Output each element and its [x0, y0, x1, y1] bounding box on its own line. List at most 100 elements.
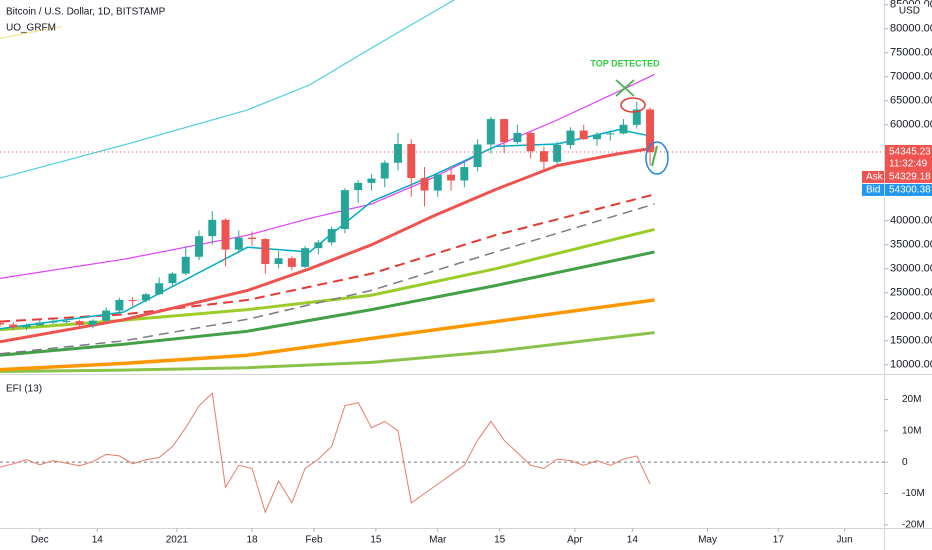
moving-average — [0, 25, 62, 39]
candle-body — [500, 119, 509, 143]
drawings: TOP DETECTED — [590, 58, 669, 175]
candle-body — [367, 178, 376, 183]
x-tick-label: 14 — [627, 535, 639, 546]
efi-y-tick-label: 0 — [902, 457, 908, 468]
efi-title: EFI (13) — [6, 384, 42, 395]
bid-label: 54300.38 — [889, 185, 931, 196]
candle-body — [248, 237, 257, 240]
candle-body — [168, 273, 177, 284]
candle-body — [380, 162, 389, 179]
candle-body — [75, 321, 84, 325]
candle-body — [420, 178, 429, 191]
countdown-label: 11:32:49 — [889, 159, 928, 170]
moving-average — [0, 203, 655, 355]
moving-average — [0, 331, 655, 373]
candle-body — [354, 182, 363, 191]
last-price-label: 54345.23 — [889, 147, 931, 158]
candle-body — [195, 236, 203, 257]
x-tick-label: May — [698, 535, 717, 546]
price-pane — [0, 0, 884, 373]
candle-body — [314, 242, 323, 249]
x-tick-label: Dec — [31, 535, 49, 546]
candle-body — [526, 132, 535, 152]
x-tick-label: 15 — [494, 535, 506, 546]
axes: 85000.0080000.0075000.0070000.0065000.00… — [31, 0, 932, 546]
candle-body — [606, 133, 615, 135]
efi-y-tick-label: 20M — [902, 394, 921, 405]
blue-circle — [645, 141, 669, 175]
currency: USD — [899, 6, 920, 17]
y-tick-label: 75000.00 — [890, 47, 932, 59]
red-circle — [620, 97, 646, 113]
ask-label: 54329.18 — [889, 172, 931, 183]
y-tick-label: 65000.00 — [890, 95, 932, 107]
x-mark — [615, 79, 635, 97]
candle-body — [115, 300, 124, 311]
efi-line — [0, 392, 651, 514]
indicator-label: UO_GRFM — [6, 23, 56, 34]
candle-body — [49, 321, 58, 323]
y-tick-label: 10000.00 — [890, 359, 932, 371]
moving-average — [0, 146, 655, 344]
candle-body — [539, 151, 548, 162]
candle-body — [62, 321, 71, 323]
candle-body — [619, 124, 628, 134]
candle-body — [340, 190, 349, 229]
bid-tag — [862, 183, 884, 196]
y-tick-label: 60000.00 — [890, 119, 932, 131]
moving-average — [0, 128, 655, 330]
candle-body — [407, 144, 416, 179]
x-tick-label: Jun — [837, 535, 853, 546]
ask-box — [885, 170, 932, 183]
y-tick-label: 25000.00 — [890, 287, 932, 299]
candle-body — [327, 228, 336, 243]
candle-body — [486, 119, 495, 145]
currency-bg — [896, 4, 928, 18]
candle-body — [579, 130, 588, 140]
candle-body — [553, 144, 562, 162]
candle-body — [593, 134, 601, 140]
moving-average — [0, 227, 655, 332]
efi-pane — [0, 392, 884, 514]
y-tick-label: 20000.00 — [890, 311, 932, 323]
candle-body — [301, 248, 310, 267]
efi-y-tick-label: 10M — [902, 425, 921, 436]
candle-body — [181, 256, 190, 274]
candle-body — [221, 219, 230, 250]
y-tick-label: 30000.00 — [890, 263, 932, 275]
bid-tag-label: Bid — [866, 185, 880, 196]
efi-y-tick-label: -10M — [902, 488, 925, 499]
x-tick-label: Feb — [305, 535, 323, 546]
ask-tag-label: Ask — [866, 172, 884, 183]
moving-average — [0, 298, 655, 372]
candle-body — [208, 219, 217, 237]
candle-body — [141, 294, 150, 301]
candle-body — [261, 239, 270, 264]
efi-y-tick-label: -20M — [902, 520, 925, 531]
candle-body — [128, 300, 137, 301]
x-tick-label: 15 — [370, 535, 382, 546]
x-tick-label: Apr — [567, 535, 583, 546]
candle-body — [88, 320, 97, 325]
candle-body — [566, 130, 575, 145]
x-tick-label: 17 — [773, 535, 785, 546]
candle-body — [632, 109, 641, 125]
last-price-box — [885, 144, 932, 171]
candle-body — [394, 144, 402, 163]
x-tick-label: Mar — [429, 535, 447, 546]
candle-body — [433, 174, 442, 191]
candle-body — [234, 237, 243, 250]
candle-body — [460, 167, 469, 181]
x-tick-label: 2021 — [166, 535, 189, 546]
x-tick-label: 14 — [92, 535, 104, 546]
candle-body — [35, 322, 44, 326]
chart-title: Bitcoin / U.S. Dollar, 1D, BITSTAMP — [6, 7, 166, 18]
y-tick-label: 80000.00 — [890, 23, 932, 35]
candle-body — [0, 323, 4, 325]
candle-body — [155, 283, 164, 295]
x-tick-label: 18 — [246, 535, 258, 546]
candle-body — [274, 258, 283, 264]
candle-body — [102, 310, 111, 321]
candle-body — [447, 174, 456, 181]
